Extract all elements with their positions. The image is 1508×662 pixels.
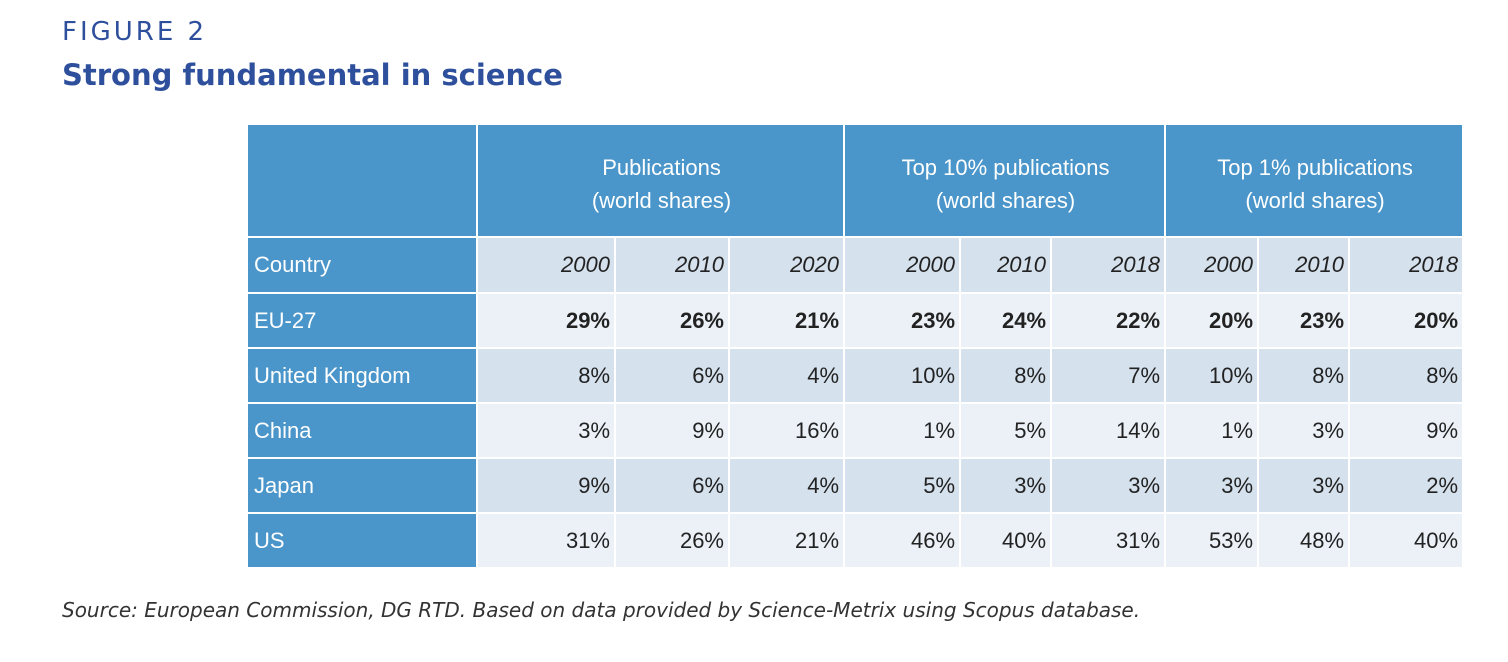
year-header-cell: 2010 — [959, 236, 1053, 294]
value-cell: 21% — [727, 292, 846, 349]
table-row: United Kingdom 8% 6% 4% 10% 8% 7% 10% 8%… — [246, 347, 1465, 404]
year-header-cell: 2000 — [476, 236, 616, 294]
value-cell: 5% — [959, 402, 1053, 459]
group-header-publications: Publications (world shares) — [475, 123, 846, 238]
value-cell: 53% — [1164, 512, 1260, 569]
value-cell: 6% — [614, 347, 730, 404]
science-share-table: Publications (world shares) Top 10% publ… — [246, 123, 1465, 569]
group-header-line1: Top 10% publications — [901, 154, 1110, 180]
value-cell: 6% — [614, 457, 730, 514]
value-cell: 31% — [1050, 512, 1167, 569]
country-cell: United Kingdom — [246, 347, 478, 404]
value-cell: 10% — [843, 347, 962, 404]
year-header-cell: 2018 — [1348, 236, 1465, 294]
value-cell: 23% — [1257, 292, 1351, 349]
value-cell: 23% — [843, 292, 962, 349]
value-cell: 31% — [476, 512, 616, 569]
table-row: China 3% 9% 16% 1% 5% 14% 1% 3% 9% — [246, 402, 1465, 459]
value-cell: 3% — [1050, 457, 1167, 514]
value-cell: 29% — [476, 292, 616, 349]
value-cell: 1% — [1164, 402, 1260, 459]
country-cell: EU-27 — [246, 292, 478, 349]
value-cell: 24% — [959, 292, 1053, 349]
value-cell: 8% — [1257, 347, 1351, 404]
year-header-cell: 2000 — [1164, 236, 1260, 294]
country-column-header: Country — [246, 236, 478, 294]
value-cell: 4% — [727, 347, 846, 404]
value-cell: 9% — [1348, 402, 1465, 459]
value-cell: 20% — [1348, 292, 1465, 349]
value-cell: 22% — [1050, 292, 1167, 349]
year-header-cell: 2000 — [843, 236, 962, 294]
value-cell: 3% — [1164, 457, 1260, 514]
figure-label: FIGURE 2 — [62, 17, 208, 47]
figure-title: Strong fundamental in science — [62, 58, 563, 92]
value-cell: 3% — [1257, 457, 1351, 514]
value-cell: 4% — [727, 457, 846, 514]
year-header-cell: 2010 — [1257, 236, 1351, 294]
value-cell: 10% — [1164, 347, 1260, 404]
value-cell: 40% — [959, 512, 1053, 569]
country-cell: Japan — [246, 457, 478, 514]
value-cell: 21% — [727, 512, 846, 569]
value-cell: 5% — [843, 457, 962, 514]
group-header-row: Publications (world shares) Top 10% publ… — [246, 123, 1465, 238]
value-cell: 26% — [614, 512, 730, 569]
source-note: Source: European Commission, DG RTD. Bas… — [62, 598, 1141, 622]
value-cell: 16% — [727, 402, 846, 459]
empty-corner-cell — [246, 123, 478, 238]
group-header-top10: Top 10% publications (world shares) — [843, 123, 1167, 238]
year-header-cell: 2010 — [614, 236, 730, 294]
group-header-line1: Publications — [602, 154, 721, 180]
value-cell: 26% — [614, 292, 730, 349]
value-cell: 20% — [1164, 292, 1260, 349]
year-header-cell: 2018 — [1050, 236, 1167, 294]
group-header-line2: (world shares) — [591, 187, 732, 213]
group-header-line1: Top 1% publications — [1217, 154, 1413, 180]
table-row: Japan 9% 6% 4% 5% 3% 3% 3% 3% 2% — [246, 457, 1465, 514]
group-header-line2: (world shares) — [1245, 187, 1385, 213]
table-row: US 31% 26% 21% 46% 40% 31% 53% 48% 40% — [246, 512, 1465, 569]
year-header-cell: 2020 — [727, 236, 846, 294]
value-cell: 8% — [1348, 347, 1465, 404]
country-cell: China — [246, 402, 478, 459]
group-header-top1: Top 1% publications (world shares) — [1164, 123, 1465, 238]
value-cell: 8% — [476, 347, 616, 404]
country-cell: US — [246, 512, 478, 569]
value-cell: 9% — [614, 402, 730, 459]
value-cell: 7% — [1050, 347, 1167, 404]
value-cell: 8% — [959, 347, 1053, 404]
value-cell: 3% — [476, 402, 616, 459]
year-header-row: Country 2000 2010 2020 2000 2010 2018 20… — [246, 236, 1465, 294]
value-cell: 40% — [1348, 512, 1465, 569]
value-cell: 3% — [1257, 402, 1351, 459]
value-cell: 14% — [1050, 402, 1167, 459]
value-cell: 3% — [959, 457, 1053, 514]
table-row: EU-27 29% 26% 21% 23% 24% 22% 20% 23% 20… — [246, 292, 1465, 349]
value-cell: 1% — [843, 402, 962, 459]
group-header-line2: (world shares) — [935, 187, 1076, 213]
value-cell: 2% — [1348, 457, 1465, 514]
value-cell: 46% — [843, 512, 962, 569]
value-cell: 9% — [476, 457, 616, 514]
value-cell: 48% — [1257, 512, 1351, 569]
